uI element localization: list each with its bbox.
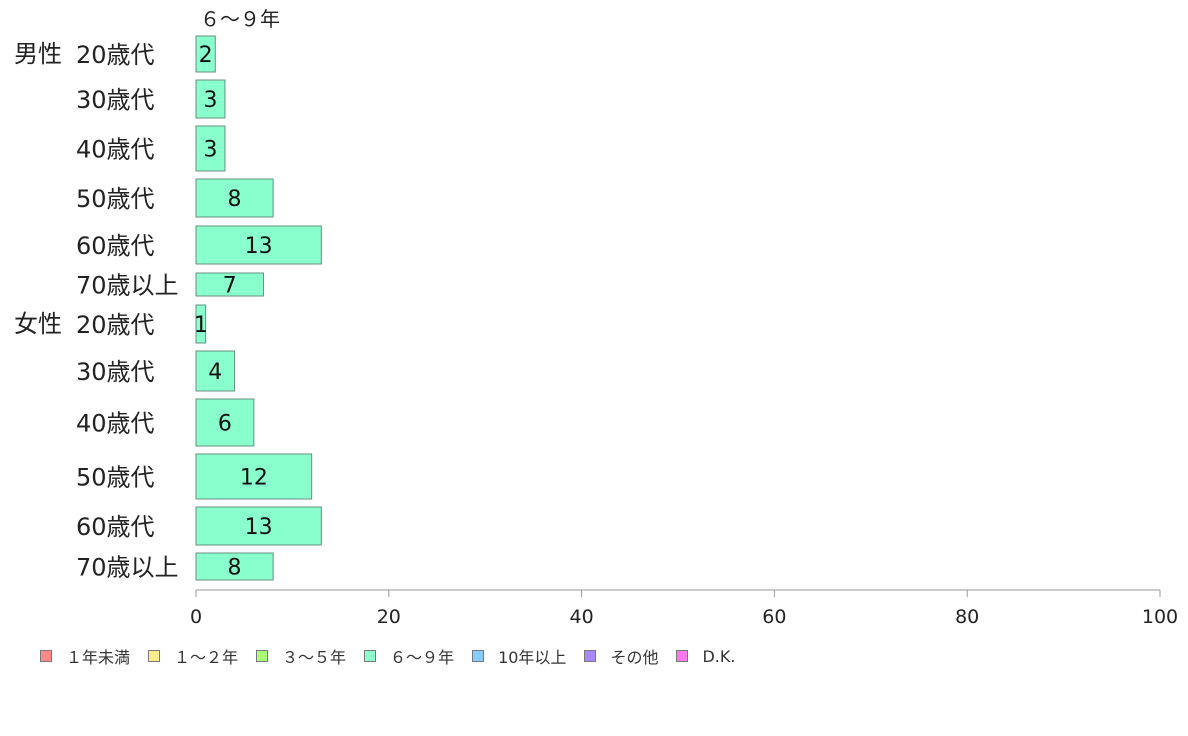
group-label: 男性 xyxy=(14,40,62,68)
legend-item: ６～９年 xyxy=(364,644,454,668)
legend-swatch xyxy=(676,650,689,662)
legend-item: D.K. xyxy=(676,647,735,666)
category-label: 70歳以上 xyxy=(76,554,179,582)
data-label: 3 xyxy=(203,138,217,163)
bar xyxy=(195,272,264,297)
legend-label: 10年以上 xyxy=(498,648,567,667)
bar xyxy=(195,35,216,73)
category-label: 40歳代 xyxy=(76,410,155,438)
legend-label: D.K. xyxy=(702,646,736,666)
x-tick-label: 40 xyxy=(570,606,594,628)
bar xyxy=(195,398,255,447)
data-label: 13 xyxy=(245,515,273,540)
legend-swatch xyxy=(148,650,161,662)
legend-swatch xyxy=(472,650,485,662)
category-label: 20歳代 xyxy=(76,311,155,339)
x-tick-label: 100 xyxy=(1142,606,1178,628)
category-label: 70歳以上 xyxy=(76,272,179,300)
data-label: 6 xyxy=(218,412,232,437)
legend-item: １年未満 xyxy=(40,644,130,668)
bar xyxy=(195,225,322,265)
x-tick-label: 80 xyxy=(955,606,979,628)
data-label: 3 xyxy=(203,88,217,113)
bar xyxy=(195,350,236,392)
legend-label: １年未満 xyxy=(66,648,131,667)
data-label: 7 xyxy=(223,274,237,299)
bar xyxy=(195,453,313,500)
data-label: 8 xyxy=(228,187,242,212)
bar xyxy=(195,178,274,218)
category-label: 20歳代 xyxy=(76,41,155,69)
data-label: 8 xyxy=(228,556,242,581)
legend-swatch xyxy=(584,650,597,662)
x-axis: 0 20 40 60 80 100 xyxy=(190,589,1178,628)
legend-item: １～２年 xyxy=(148,644,238,668)
data-label: 12 xyxy=(240,466,268,491)
legend-label: その他 xyxy=(610,648,659,667)
category-label: 60歳代 xyxy=(76,513,155,541)
legend-item: 10年以上 xyxy=(472,644,566,668)
bar xyxy=(195,79,226,119)
category-label: 50歳代 xyxy=(76,185,155,213)
bar xyxy=(195,304,207,344)
bar xyxy=(195,506,322,546)
x-tick-label: 60 xyxy=(762,606,786,628)
bar xyxy=(195,552,274,581)
bar-chart: ６～９年 男性 20歳代 2 30歳代 3 40歳代 3 50歳代 8 60歳代 13 70歳以上 7 女… xyxy=(14,7,1178,628)
legend: １年未満 １～２年 ３～５年 ６～９年 10年以上 その他 D.K. xyxy=(40,644,753,668)
legend-label: ３～５年 xyxy=(282,648,347,667)
category-label: 30歳代 xyxy=(76,86,155,114)
group-label: 女性 xyxy=(14,310,62,338)
data-label: 2 xyxy=(199,43,213,68)
legend-swatch xyxy=(364,650,377,662)
category-label: 60歳代 xyxy=(76,232,155,260)
x-tick-label: 0 xyxy=(190,606,202,628)
legend-item: ３～５年 xyxy=(256,644,346,668)
category-label: 30歳代 xyxy=(76,358,155,386)
data-label: 13 xyxy=(245,234,273,259)
x-tick-label: 20 xyxy=(377,606,401,628)
category-label: 50歳代 xyxy=(76,464,155,492)
data-label: 4 xyxy=(208,360,222,385)
data-label: 1 xyxy=(194,313,208,338)
legend-swatch xyxy=(256,650,269,662)
legend-label: １～２年 xyxy=(174,648,239,667)
category-label: 40歳代 xyxy=(76,136,155,164)
legend-item: その他 xyxy=(584,644,658,668)
bar xyxy=(195,125,226,172)
bars-layer: 男性 20歳代 2 30歳代 3 40歳代 3 50歳代 8 60歳代 13 70歳以上 7 女性 20歳代… xyxy=(14,35,322,582)
legend-swatch xyxy=(40,650,52,662)
legend-label: ６～９年 xyxy=(390,648,455,667)
series-title: ６～９年 xyxy=(200,7,280,31)
